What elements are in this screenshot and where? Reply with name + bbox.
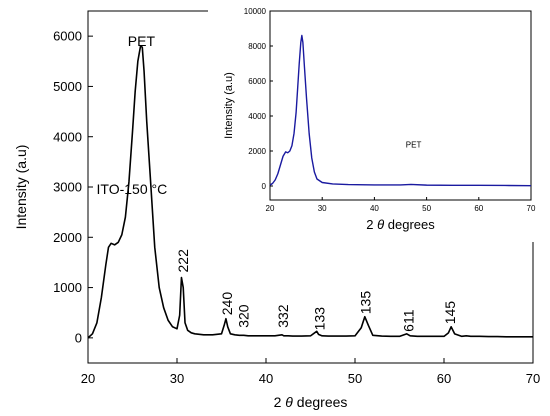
inset-y-tick-label: 2000 — [248, 147, 266, 156]
inset-series-line — [269, 34, 532, 187]
main-x-axis-label-suffix: degrees — [293, 394, 347, 410]
main-x-tick-label: 50 — [348, 371, 362, 386]
inset-plot-frame — [269, 10, 532, 201]
main-annotation: 240 — [219, 292, 235, 316]
main-annotation: 320 — [236, 304, 252, 328]
main-x-axis-label-theta: θ — [285, 394, 293, 410]
main-x-tick-label: 70 — [526, 371, 540, 386]
inset-annotation: PET — [406, 141, 422, 150]
main-y-tick-label: 1000 — [53, 280, 82, 295]
main-x-axis-label: 2 θ degrees — [274, 394, 348, 410]
main-x-axis-label-prefix: 2 — [274, 394, 286, 410]
main-annotation: 332 — [275, 304, 291, 328]
main-annotation: 133 — [311, 307, 327, 331]
main-series-line — [87, 45, 533, 339]
main-y-tick-label: 2000 — [53, 230, 82, 245]
inset-chart-marks: 20 30 40 50 60 70 0 2000 4000 6000 8000 10000 PET — [244, 7, 536, 213]
main-x-tick-label: 30 — [170, 371, 184, 386]
main-y-tick-label: 6000 — [53, 29, 82, 44]
main-y-tick-label: 5000 — [53, 79, 82, 94]
inset-x-tick-label: 60 — [474, 204, 483, 213]
inset-y-tick-label: 10000 — [244, 7, 267, 16]
inset-x-axis-label-suffix: degrees — [384, 217, 435, 232]
main-y-tick-label: 4000 — [53, 129, 82, 144]
main-x-tick-label: 20 — [81, 371, 95, 386]
main-annotation: ITO-150 °C — [97, 181, 168, 197]
inset-y-tick-label: 6000 — [248, 77, 266, 86]
inset-x-tick-label: 40 — [370, 204, 379, 213]
inset-x-tick-label: 30 — [318, 204, 327, 213]
main-x-tick-label: 60 — [437, 371, 451, 386]
inset-x-axis-label-theta: θ — [377, 217, 384, 232]
main-y-tick-label: 3000 — [53, 180, 82, 195]
inset-y-tick-label: 0 — [262, 182, 267, 191]
main-y-tick-label: 0 — [75, 330, 82, 345]
inset-x-tick-label: 20 — [266, 204, 275, 213]
inset-y-tick-label: 8000 — [248, 42, 266, 51]
main-y-axis-label: Intensity (a.u) — [13, 145, 29, 230]
inset-x-axis-label: 2 θ degrees — [366, 217, 435, 232]
inset-x-tick-label: 70 — [527, 204, 536, 213]
inset-y-tick-label: 4000 — [248, 112, 266, 121]
inset-x-tick-label: 50 — [422, 204, 431, 213]
inset-background — [208, 7, 535, 242]
main-annotation: 135 — [358, 291, 374, 315]
main-annotation: 611 — [400, 309, 416, 332]
main-x-tick-label: 40 — [259, 371, 273, 386]
main-annotation: 222 — [175, 249, 191, 273]
main-annotation: PET — [128, 33, 156, 49]
main-annotation: 145 — [442, 301, 458, 325]
inset-x-axis-label-prefix: 2 — [366, 217, 377, 232]
inset-chart: 20 30 40 50 60 70 0 2000 4000 6000 8000 10000 PET In… — [208, 7, 536, 242]
inset-y-axis-label: Intensity (a.u) — [223, 72, 235, 139]
